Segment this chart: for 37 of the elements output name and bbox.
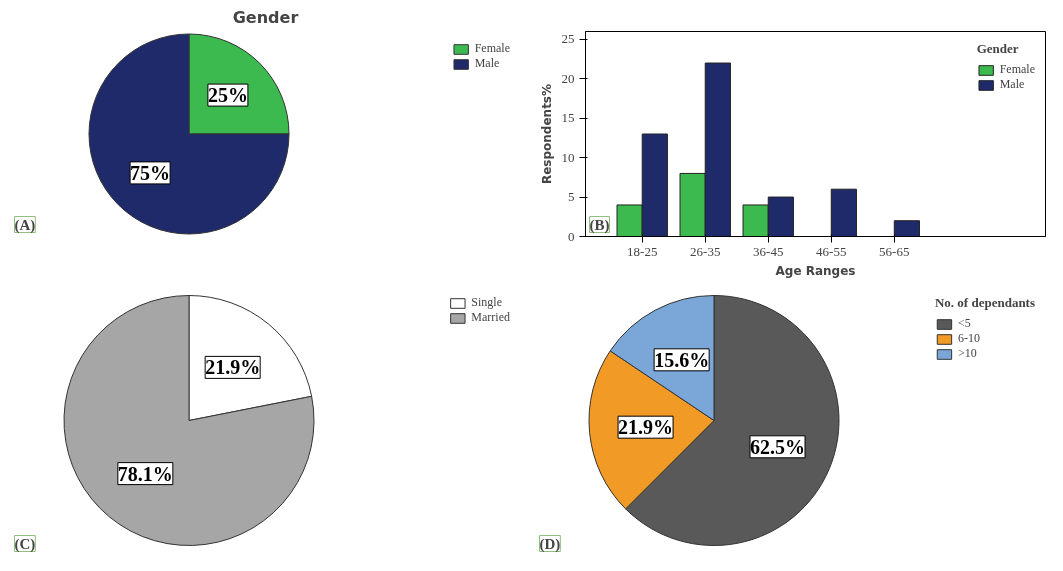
data-label: 75% [130, 161, 171, 184]
legend-label: Male [999, 77, 1025, 92]
y-tick-label: 5 [568, 189, 575, 205]
text: (C) [14, 535, 36, 553]
legend-label: Married [471, 310, 510, 325]
data-label: 15.6% [654, 348, 710, 371]
x-tick-label: 56-65 [879, 243, 910, 259]
y-tick-label: 25 [561, 31, 575, 47]
bar [893, 220, 920, 237]
legend-label: 6-10 [957, 331, 980, 346]
data-label: 78.1% [117, 462, 173, 485]
legend-label: Single [471, 295, 503, 310]
y-tick-label: 10 [561, 149, 575, 165]
legend-title: Gender [976, 41, 1020, 57]
bar [830, 188, 857, 237]
x-tick-label: 46-55 [816, 243, 847, 259]
y-tick-label: 20 [561, 70, 575, 86]
legend-label: <5 [957, 316, 972, 331]
text: (B) [589, 216, 610, 234]
text: (A) [14, 216, 36, 234]
text: (D) [539, 535, 561, 553]
x-axis-title: Age Ranges [775, 263, 856, 278]
legend-title: No. of dependants [934, 295, 1035, 311]
data-label: 21.9% [205, 356, 261, 379]
x-tick-label: 26-35 [690, 243, 721, 259]
y-tick-label: 0 [568, 228, 575, 244]
legend-label: Male [474, 56, 500, 71]
x-tick-label: 36-45 [753, 243, 784, 259]
x-tick-label: 18-25 [627, 243, 658, 259]
legend-label: Female [474, 41, 510, 56]
y-axis-title: Respondents% [539, 83, 554, 185]
chart-title: Gender [232, 7, 299, 27]
data-label: 62.5% [750, 435, 806, 458]
legend-label: >10 [957, 346, 978, 361]
y-tick-label: 15 [561, 110, 575, 126]
legend-label: Female [999, 62, 1035, 77]
data-label: 25% [207, 84, 248, 107]
